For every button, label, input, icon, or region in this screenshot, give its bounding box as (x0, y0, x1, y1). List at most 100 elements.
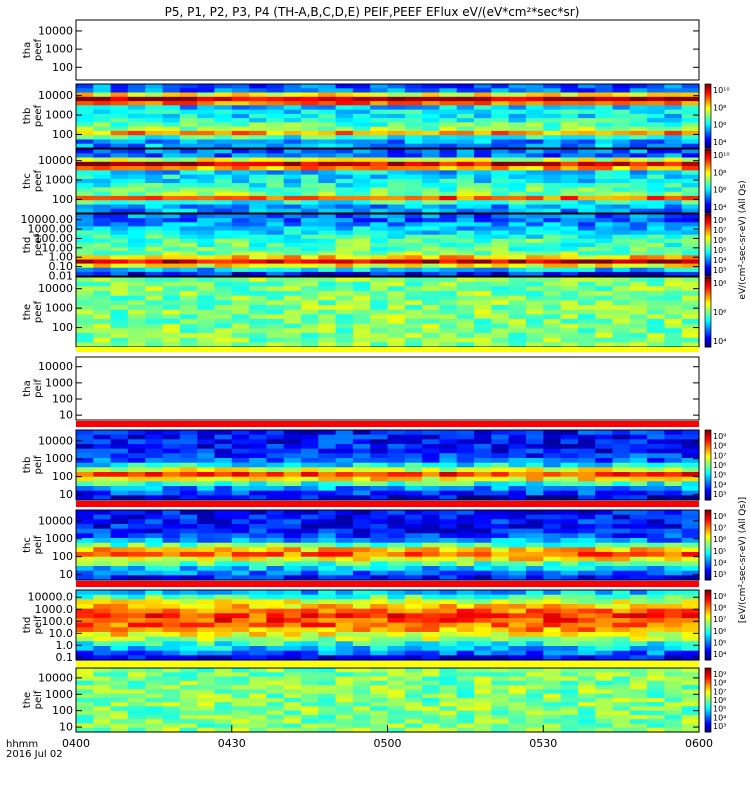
heatmap-cell (370, 618, 389, 624)
heatmap-cell (249, 594, 267, 600)
heatmap-cell (301, 143, 319, 149)
heatmap-cell (543, 594, 562, 600)
heatmap-cell (249, 575, 267, 581)
heatmap-cell (266, 314, 285, 320)
heatmap-cell (93, 286, 112, 292)
heatmap-cell (491, 650, 510, 656)
heatmap-cell (664, 448, 683, 454)
heatmap-cell (301, 627, 319, 633)
heatmap-cell (352, 305, 371, 311)
heatmap-cell (577, 187, 596, 193)
heatmap-cell (370, 238, 389, 244)
heatmap-cell (543, 126, 562, 132)
heatmap-cell (145, 183, 164, 188)
heatmap-cell (491, 594, 510, 600)
heatmap-cell (629, 126, 648, 132)
heatmap-cell (266, 727, 285, 733)
y-tick-label: 10000 (38, 24, 73, 37)
heatmap-cell (162, 668, 181, 673)
heatmap-cell (335, 467, 354, 473)
heatmap-cell (93, 702, 112, 707)
heatmap-cell (629, 723, 648, 729)
heatmap-cell (335, 281, 354, 287)
heatmap-cell (612, 636, 631, 642)
heatmap-cell (162, 314, 181, 320)
heatmap-cell (318, 714, 337, 720)
heatmap-cell (404, 689, 423, 695)
colorbar-tick-label: 10⁸ (713, 512, 726, 521)
y-tick-label: 10000 (38, 282, 73, 295)
heatmap-cell (456, 309, 475, 315)
heatmap-cell (629, 693, 648, 699)
heatmap-cell (370, 444, 389, 450)
heatmap-cell (93, 680, 112, 686)
heatmap-cell (387, 448, 406, 454)
heatmap-cell (525, 723, 544, 729)
heatmap-cell (318, 542, 337, 548)
colorbar-swatch (705, 604, 711, 607)
heatmap-cell (266, 542, 285, 548)
heatmap-cell (560, 174, 579, 180)
heatmap-cell (508, 594, 527, 600)
heatmap-cell (612, 286, 631, 292)
heatmap-cell (93, 519, 112, 525)
heatmap-cell (456, 277, 475, 283)
heatmap-cell (318, 650, 337, 656)
heatmap-cell (145, 118, 164, 123)
heatmap-cell (525, 226, 544, 232)
colorbar-swatch (705, 549, 711, 552)
colorbar-swatch (705, 597, 711, 600)
heatmap-cell (301, 575, 319, 581)
heatmap-cell (629, 122, 648, 128)
heatmap-cell (387, 552, 406, 558)
heatmap-cell (93, 157, 112, 163)
heatmap-cell (422, 646, 440, 652)
heatmap-cell (76, 570, 94, 576)
y-tick-label: 10 (59, 568, 73, 581)
heatmap-cell (387, 622, 406, 628)
heatmap-cell (110, 706, 129, 712)
heatmap-cell (301, 101, 319, 106)
heatmap-cell (127, 305, 146, 311)
heatmap-cell (577, 218, 596, 223)
heatmap-cell (543, 495, 562, 501)
y-tick-label: 10000.0 (28, 591, 74, 604)
heatmap-cell (681, 126, 700, 132)
heatmap-cell (508, 300, 527, 306)
heatmap-cell (76, 323, 94, 329)
heatmap-cell (197, 105, 215, 111)
heatmap-cell (335, 314, 354, 320)
heatmap-cell (162, 676, 181, 682)
heatmap-cell (145, 84, 164, 89)
heatmap-cell (231, 271, 250, 277)
heatmap-cell (508, 618, 527, 624)
heatmap-cell (145, 187, 164, 193)
heatmap-cell (162, 234, 181, 240)
heatmap-cell (456, 84, 475, 89)
heatmap-cell (335, 271, 354, 277)
heatmap-cell (214, 170, 233, 176)
heatmap-cell (404, 218, 423, 223)
heatmap-cell (231, 462, 250, 468)
heatmap-cell (162, 655, 181, 661)
heatmap-cell (145, 92, 164, 98)
heatmap-cell (543, 552, 562, 558)
heatmap-cell (387, 693, 406, 699)
heatmap-cell (681, 96, 700, 102)
heatmap-cell (629, 542, 648, 548)
time-axis-date: 2016 Jul 02 (6, 749, 63, 760)
heatmap-cell (595, 453, 614, 459)
heatmap-cell (612, 702, 631, 707)
heatmap-cell (214, 685, 233, 690)
heatmap-cell (127, 143, 146, 149)
heatmap-cell (179, 222, 198, 227)
heatmap-cell (76, 604, 94, 610)
colorbar-swatch (705, 261, 711, 264)
heatmap-cell (595, 195, 614, 201)
heatmap-cell (301, 183, 319, 188)
heatmap-cell (93, 556, 112, 562)
heatmap-cell (647, 566, 665, 572)
heatmap-cell (162, 149, 181, 154)
heatmap-cell (647, 453, 665, 459)
heatmap-cell (681, 697, 700, 703)
